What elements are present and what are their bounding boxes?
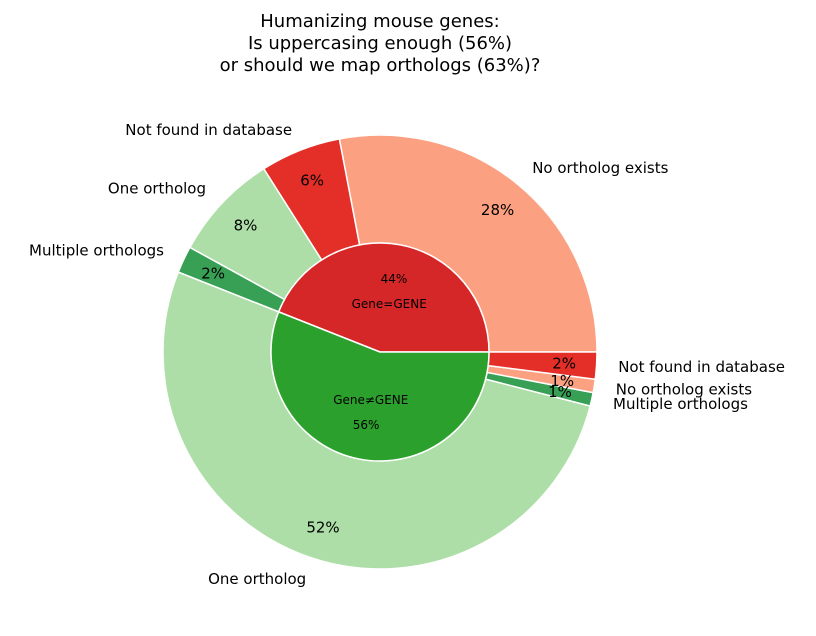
- outer-slice-pct-label-3: 2%: [201, 265, 225, 283]
- outer-slice-category-label-7: Not found in database: [618, 358, 785, 376]
- outer-slice-pct-label-6: 1%: [550, 372, 574, 390]
- outer-slice-pct-label-4: 52%: [306, 518, 339, 536]
- chart-labels: 28% No ortholog exists 6% Not found in data…: [29, 121, 785, 588]
- outer-slice-category-label-3: Multiple orthologs: [29, 241, 164, 259]
- outer-slice-category-label-4: One ortholog: [208, 570, 306, 588]
- chart-title: Humanizing mouse genes: Is uppercasing e…: [220, 11, 541, 76]
- outer-slice-pct-label-5: 1%: [548, 383, 572, 401]
- outer-slice-category-label-2: One ortholog: [108, 180, 206, 198]
- outer-slice-category-label-1: Not found in database: [125, 121, 292, 139]
- chart-title-line-1: Humanizing mouse genes:: [260, 11, 499, 32]
- outer-slice-pct-label-2: 8%: [234, 217, 258, 235]
- outer-slice-pct-label-1: 6%: [300, 172, 324, 190]
- inner-slice-pct-label-1: 56%: [353, 418, 380, 432]
- inner-slice-category-label-1: Gene=GENE: [352, 297, 427, 311]
- inner-pie: [270, 242, 490, 462]
- outer-ring: [162, 134, 598, 570]
- outer-slice-pct-label-7: 2%: [552, 355, 576, 373]
- outer-slice-category-label-6: No ortholog exists: [616, 380, 752, 398]
- chart-title-line-3: or should we map orthologs (63%)?: [220, 55, 541, 76]
- inner-slice-pct-label-0: 44%: [381, 272, 408, 286]
- outer-slice-category-label-0: No ortholog exists: [532, 159, 668, 177]
- inner-slice-gene-neq-gene: [277, 242, 490, 353]
- outer-slice-pct-label-0: 28%: [481, 201, 514, 219]
- chart-title-line-2: Is uppercasing enough (56%): [248, 33, 512, 54]
- inner-slice-gene-eq-gene: [270, 311, 490, 462]
- outer-slice-category-label-5: Multiple orthologs: [613, 395, 748, 413]
- inner-slice-category-label-0: Gene≠GENE: [333, 393, 408, 407]
